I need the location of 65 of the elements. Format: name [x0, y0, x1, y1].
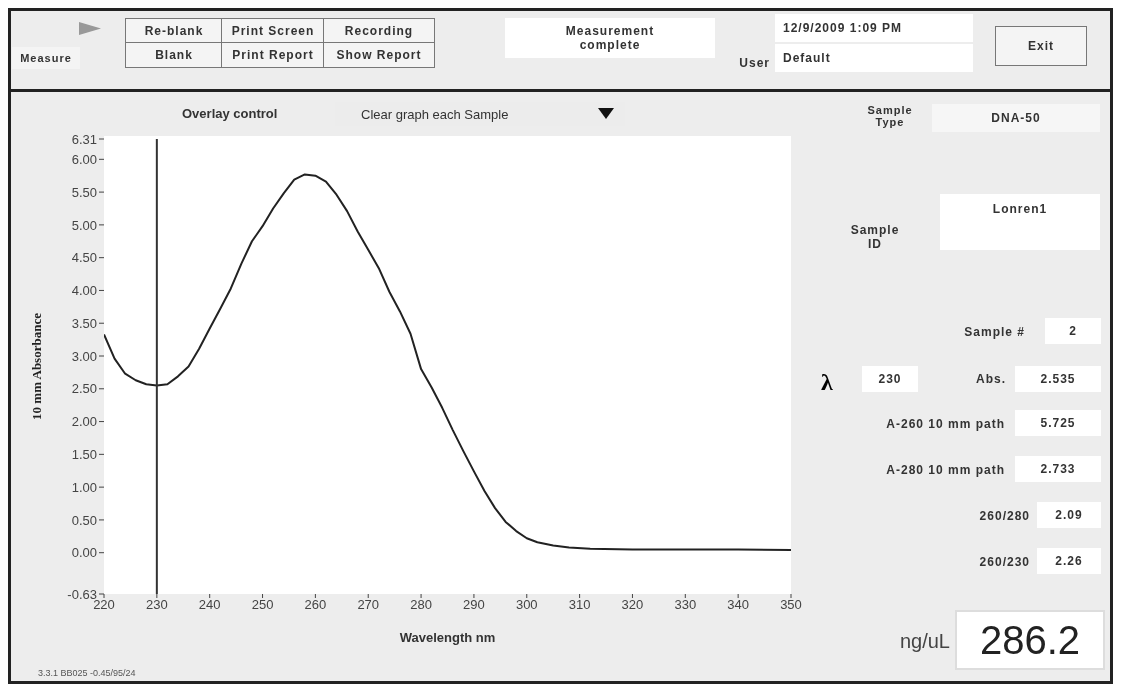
text: 2 [1045, 318, 1101, 344]
text: ng/uL [898, 628, 950, 654]
text: Clear graph each Sample [361, 106, 509, 122]
text: Sample Type [866, 103, 914, 130]
x-tick-label: 240 [198, 597, 221, 613]
y-tick-label: 4.00 [71, 283, 97, 299]
x-tick-label: 300 [515, 597, 538, 613]
x-tick-label: 330 [674, 597, 697, 613]
y-tick-label: 5.00 [71, 217, 97, 233]
text: Recording [323, 18, 435, 44]
y-tick-label: 2.00 [71, 414, 97, 430]
text: 2.26 [1037, 548, 1101, 574]
text: 230 [862, 366, 918, 392]
x-tick-label: 340 [727, 597, 750, 613]
text: 3.3.1 BB025 -0.45/95/24 [38, 668, 136, 678]
x-tick-label: 290 [463, 597, 485, 613]
x-tick-label: 350 [780, 597, 802, 613]
text: DNA-50 [932, 104, 1100, 132]
y-tick-label: 0.50 [71, 512, 97, 528]
text: 12/9/2009 1:09 PM [775, 14, 973, 42]
x-tick-label: 230 [145, 597, 168, 613]
text: Print Screen [221, 18, 325, 44]
y-tick-label: 6.00 [71, 151, 97, 167]
x-tick-label: 260 [304, 597, 327, 613]
y-tick-label: 3.50 [71, 315, 97, 331]
text: Print Report [221, 42, 325, 68]
y-tick-label: 3.00 [71, 348, 97, 364]
y-tick-label: 1.00 [71, 479, 97, 495]
x-tick-label: 270 [357, 597, 380, 613]
y-tick-label: 6.31 [71, 131, 97, 147]
text: 5.725 [1015, 410, 1101, 436]
text: User [738, 55, 770, 72]
y-axis-title: 10 mm Absorbance [28, 312, 44, 420]
text: Measurement complete [505, 18, 715, 58]
text: A-260 10 mm path [885, 416, 1005, 433]
text: Show Report [323, 42, 435, 68]
y-tick-label: 4.50 [71, 250, 97, 266]
text: A-280 10 mm path [885, 462, 1005, 479]
text: 286.2 [955, 610, 1105, 670]
text: Abs. [975, 371, 1006, 388]
text: 2.535 [1015, 366, 1101, 392]
text: Overlay control [182, 106, 278, 121]
y-tick-label: 5.50 [71, 184, 97, 200]
text: Lonren1 [940, 194, 1100, 250]
text: 2.09 [1037, 502, 1101, 528]
text: Exit [995, 26, 1087, 66]
x-tick-label: 310 [568, 597, 591, 613]
text: 260/230 [978, 554, 1030, 571]
text: 260/280 [978, 508, 1030, 525]
x-tick-label: 250 [251, 597, 274, 613]
text: 2.733 [1015, 456, 1101, 482]
y-tick-label: 0.00 [71, 545, 97, 561]
y-tick-label: 1.50 [71, 446, 97, 462]
line-series [104, 173, 791, 552]
x-tick-label: 320 [621, 597, 644, 613]
text: Blank [125, 42, 223, 68]
x-axis-title: Wavelength nm [399, 630, 496, 645]
text: Re-blank [125, 18, 223, 44]
text: Sample # [963, 324, 1025, 341]
text: λ [820, 367, 834, 397]
text: Sample ID [849, 222, 901, 253]
text: Measure [12, 47, 80, 69]
y-tick-label: 2.50 [71, 381, 97, 397]
text: Default [775, 44, 973, 72]
x-tick-label: 280 [410, 597, 432, 613]
